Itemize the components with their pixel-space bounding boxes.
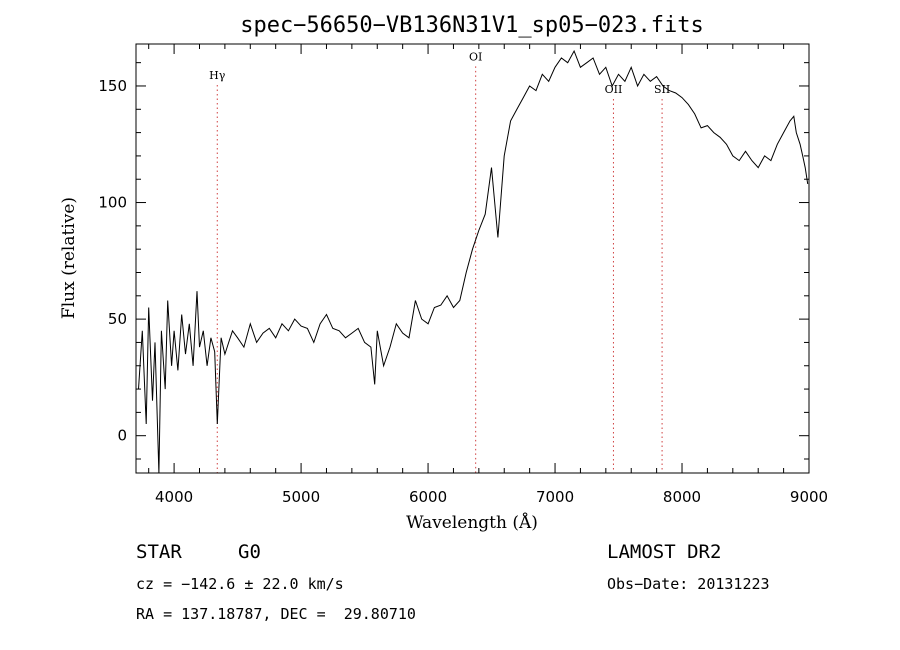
spectral-line-markers: Hγ OI OII SII xyxy=(209,50,670,473)
spectral-line-label: Hγ xyxy=(209,69,226,82)
y-tick-label: 150 xyxy=(98,77,127,95)
x-tick-label: 6000 xyxy=(409,488,447,506)
spectral-line-label: OII xyxy=(605,83,623,96)
x-tick-label: 4000 xyxy=(155,488,193,506)
y-axis-label: Flux (relative) xyxy=(59,197,79,319)
plot-frame xyxy=(135,43,810,474)
object-type: STAR xyxy=(136,541,182,563)
y-tick-label: 100 xyxy=(98,194,127,212)
x-tick-label: 9000 xyxy=(790,488,828,506)
spectral-line-label: SII xyxy=(654,83,670,96)
redshift-velocity: cz = −142.6 ± 22.0 km/s xyxy=(136,575,344,593)
spectrum-line xyxy=(138,49,809,474)
x-tick-label: 7000 xyxy=(536,488,574,506)
axis-ticks: 4000 5000 6000 7000 8000 9000 0 50 100 150 xyxy=(98,44,828,506)
y-tick-label: 50 xyxy=(108,310,127,328)
spectral-subclass: G0 xyxy=(238,541,261,563)
spectral-line-label: OI xyxy=(469,50,482,63)
observation-date: Obs−Date: 20131223 xyxy=(607,575,770,593)
x-tick-label: 8000 xyxy=(663,488,701,506)
x-axis-label: Wavelength (Å) xyxy=(406,512,538,533)
x-tick-label: 5000 xyxy=(282,488,320,506)
y-tick-label: 0 xyxy=(117,427,127,445)
survey-name: LAMOST DR2 xyxy=(607,541,722,563)
chart-title: spec−56650−VB136N31V1_sp05−023.fits xyxy=(240,13,704,38)
coordinates: RA = 137.18787, DEC = 29.80710 xyxy=(136,605,416,623)
